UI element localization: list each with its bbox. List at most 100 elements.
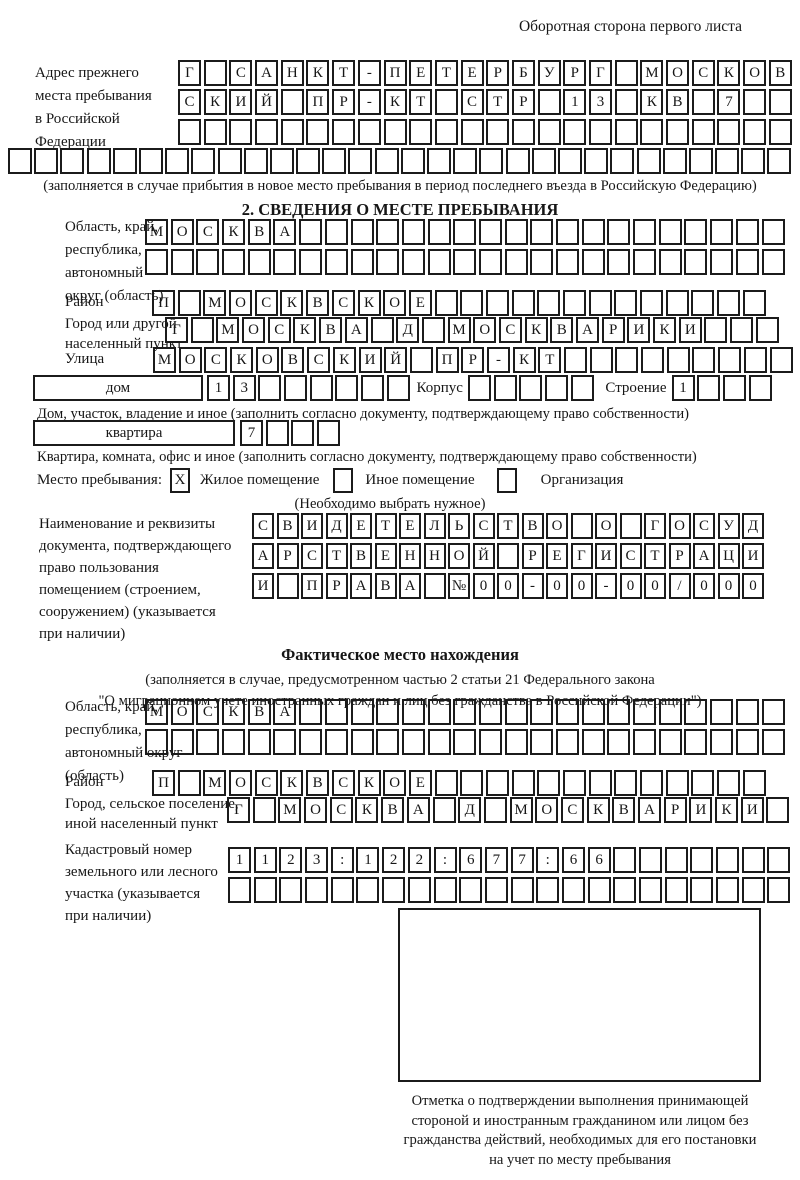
- form-cell[interactable]: [741, 148, 766, 174]
- form-cell[interactable]: [291, 420, 315, 446]
- form-cell[interactable]: Р: [461, 347, 485, 373]
- form-cell[interactable]: [613, 877, 637, 903]
- form-cell[interactable]: С: [619, 543, 642, 569]
- form-cell[interactable]: О: [170, 219, 194, 245]
- form-cell[interactable]: О: [242, 317, 266, 343]
- form-cell[interactable]: Ь: [448, 513, 470, 539]
- form-cell[interactable]: 0: [644, 573, 666, 599]
- form-cell[interactable]: [306, 118, 330, 145]
- form-cell[interactable]: [761, 699, 785, 725]
- form-cell[interactable]: С: [204, 347, 228, 373]
- form-cell[interactable]: 1: [356, 847, 380, 873]
- form-cell[interactable]: М: [447, 317, 471, 343]
- form-cell[interactable]: [715, 148, 740, 174]
- form-cell[interactable]: [478, 699, 502, 725]
- form-cell[interactable]: 0: [570, 573, 593, 599]
- form-cell[interactable]: [203, 60, 227, 86]
- form-cell[interactable]: [460, 118, 484, 145]
- form-cell[interactable]: 0: [497, 573, 519, 599]
- form-cell[interactable]: [691, 770, 715, 796]
- form-cell[interactable]: Р: [486, 60, 510, 86]
- form-cell[interactable]: [511, 118, 535, 145]
- form-cell[interactable]: [710, 219, 734, 245]
- form-cell[interactable]: [589, 347, 613, 373]
- form-cell[interactable]: [34, 148, 59, 174]
- form-cell[interactable]: О: [448, 543, 470, 569]
- form-cell[interactable]: [640, 770, 664, 796]
- form-cell[interactable]: [530, 219, 554, 245]
- form-cell[interactable]: [658, 729, 682, 755]
- form-cell[interactable]: [607, 699, 631, 725]
- form-cell[interactable]: О: [229, 290, 253, 316]
- form-cell[interactable]: Р: [332, 89, 356, 116]
- form-cell[interactable]: [427, 249, 451, 275]
- form-cell[interactable]: [178, 118, 201, 145]
- form-cell[interactable]: Е: [546, 543, 568, 569]
- form-cell[interactable]: [400, 148, 425, 174]
- form-cell[interactable]: №: [448, 573, 470, 599]
- form-cell[interactable]: [324, 249, 348, 275]
- form-cell[interactable]: [453, 249, 477, 275]
- form-cell[interactable]: Т: [538, 347, 562, 373]
- form-cell[interactable]: [330, 877, 354, 903]
- form-cell[interactable]: [177, 770, 201, 796]
- form-cell[interactable]: 7: [484, 847, 508, 873]
- form-cell[interactable]: [145, 729, 168, 755]
- stay-option-organization-checkbox[interactable]: [496, 468, 517, 493]
- form-cell[interactable]: [8, 148, 32, 174]
- form-cell[interactable]: [485, 290, 509, 316]
- form-cell[interactable]: [434, 118, 458, 145]
- form-cell[interactable]: [748, 375, 772, 401]
- form-cell[interactable]: И: [627, 317, 651, 343]
- form-cell[interactable]: В: [768, 60, 792, 86]
- form-cell[interactable]: [743, 89, 767, 116]
- form-cell[interactable]: [614, 118, 638, 145]
- form-cell[interactable]: В: [306, 290, 330, 316]
- form-cell[interactable]: [755, 317, 779, 343]
- form-cell[interactable]: С: [178, 89, 201, 116]
- form-cell[interactable]: О: [473, 317, 497, 343]
- form-cell[interactable]: [401, 729, 425, 755]
- form-cell[interactable]: Л: [423, 513, 446, 539]
- form-cell[interactable]: Г: [644, 513, 666, 539]
- form-cell[interactable]: М: [640, 60, 664, 86]
- form-cell[interactable]: /: [668, 573, 691, 599]
- form-cell[interactable]: [588, 290, 612, 316]
- form-cell[interactable]: [697, 375, 721, 401]
- form-cell[interactable]: [191, 148, 216, 174]
- form-cell[interactable]: Р: [325, 573, 348, 599]
- form-cell[interactable]: [427, 148, 451, 174]
- form-cell[interactable]: [717, 770, 741, 796]
- form-cell[interactable]: 0: [693, 573, 715, 599]
- form-cell[interactable]: А: [638, 797, 661, 823]
- form-cell[interactable]: В: [247, 699, 271, 725]
- form-cell[interactable]: [588, 770, 612, 796]
- form-cell[interactable]: С: [196, 699, 220, 725]
- form-cell[interactable]: [382, 877, 406, 903]
- form-cell[interactable]: П: [306, 89, 330, 116]
- form-cell[interactable]: 0: [472, 573, 495, 599]
- form-cell[interactable]: М: [153, 347, 176, 373]
- form-cell[interactable]: [222, 729, 246, 755]
- form-cell[interactable]: [484, 877, 508, 903]
- form-cell[interactable]: О: [546, 513, 568, 539]
- form-cell[interactable]: [504, 219, 528, 245]
- form-cell[interactable]: [317, 420, 341, 446]
- form-cell[interactable]: К: [222, 699, 246, 725]
- form-cell[interactable]: [467, 375, 491, 401]
- form-cell[interactable]: [730, 317, 754, 343]
- form-cell[interactable]: Т: [434, 60, 458, 86]
- form-cell[interactable]: А: [252, 543, 274, 569]
- form-cell[interactable]: О: [178, 347, 202, 373]
- form-cell[interactable]: А: [273, 699, 297, 725]
- form-cell[interactable]: [478, 249, 502, 275]
- form-cell[interactable]: 1: [207, 375, 230, 401]
- form-cell[interactable]: С: [252, 513, 274, 539]
- form-cell[interactable]: Е: [408, 290, 432, 316]
- form-cell[interactable]: [504, 729, 528, 755]
- form-cell[interactable]: [357, 118, 381, 145]
- form-cell[interactable]: 1: [671, 375, 695, 401]
- form-cell[interactable]: [409, 118, 433, 145]
- form-cell[interactable]: К: [357, 290, 381, 316]
- form-cell[interactable]: 7: [240, 420, 263, 446]
